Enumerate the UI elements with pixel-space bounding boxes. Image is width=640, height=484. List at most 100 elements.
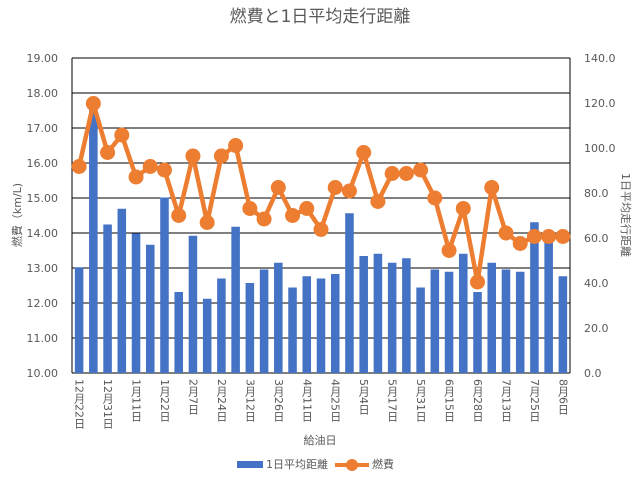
bar [302, 276, 312, 373]
chart-title: 燃費と1日平均走行距離 [230, 7, 411, 27]
bar [444, 271, 454, 373]
x-tick-label: 7月13日 [499, 379, 512, 422]
line-marker [71, 159, 87, 174]
bar [217, 278, 226, 373]
bar [558, 276, 568, 373]
x-tick-label: 3月12日 [243, 379, 256, 422]
x-axis: 12月22日 12月31日 1月11日 1月22日 2月7日 2月24日 3月12日 3月26… [73, 379, 570, 429]
bar [160, 197, 169, 373]
line-marker [512, 236, 528, 251]
x-axis-title: 給油日 [304, 433, 337, 447]
line-marker [541, 229, 557, 244]
line-marker [185, 148, 201, 164]
bar [373, 253, 383, 373]
line-marker [370, 194, 386, 209]
bar [430, 269, 440, 373]
line-marker [441, 243, 457, 258]
x-tick-label: 1月11日 [130, 379, 143, 422]
left-tick-label: 10.00 [27, 367, 59, 380]
line-marker [85, 96, 101, 111]
x-tick-label: 6月15日 [443, 379, 456, 422]
x-tick-label: 3月26日 [272, 379, 285, 422]
line-marker [356, 145, 372, 160]
line-marker [256, 211, 272, 227]
bar [473, 292, 482, 373]
bar [316, 278, 326, 373]
line-marker [470, 274, 486, 290]
right-tick-label: 140.0 [584, 52, 616, 65]
bar [530, 222, 539, 373]
left-tick-label: 11.00 [27, 332, 59, 345]
line-marker [413, 162, 429, 178]
x-tick-label: 2月24日 [215, 379, 228, 422]
bar-series [74, 103, 568, 373]
line-marker [213, 148, 229, 164]
line-marker [484, 180, 500, 195]
line-series [71, 96, 571, 290]
left-tick-label: 18.00 [27, 87, 59, 100]
line-marker [142, 159, 158, 174]
line-marker [171, 208, 187, 223]
left-tick-label: 17.00 [27, 122, 59, 135]
line-marker [100, 145, 116, 160]
line-marker [455, 201, 471, 216]
y-axis-left-title: 燃費（km/L) [10, 183, 24, 247]
right-tick-label: 100.0 [584, 142, 616, 155]
bar [231, 226, 240, 373]
x-tick-label: 4月25日 [329, 379, 342, 422]
x-tick-label: 12月31日 [101, 379, 114, 429]
y-axis-right-title: 1日平均走行距離 [619, 173, 633, 257]
left-tick-label: 19.00 [27, 52, 59, 65]
line-marker [555, 229, 571, 244]
bar [245, 283, 255, 373]
bar [288, 287, 297, 373]
right-axis: 0.0 20.0 40.0 60.0 80.0 100.0 120.0 140.0 [584, 52, 616, 380]
legend-bar-label: 1日平均距離 [266, 457, 328, 471]
line-marker [199, 215, 215, 230]
bar [131, 233, 141, 373]
legend-line-marker [346, 459, 358, 471]
x-tick-label: 6月28日 [471, 379, 484, 422]
right-tick-label: 60.0 [584, 232, 609, 245]
line-marker [128, 169, 144, 185]
bar [487, 262, 497, 373]
x-tick-label: 7月25日 [528, 379, 541, 422]
bar [259, 269, 269, 373]
line-marker [228, 138, 244, 153]
bar [515, 271, 525, 373]
bar [330, 274, 340, 373]
line-marker [156, 162, 172, 178]
line-marker [327, 180, 343, 195]
x-tick-label: 12月22日 [73, 379, 86, 429]
bar [274, 262, 283, 373]
bar [202, 298, 212, 373]
legend-line-label: 燃費 [372, 457, 394, 471]
line-marker [285, 208, 301, 223]
right-tick-label: 0.0 [584, 367, 602, 380]
left-tick-label: 13.00 [27, 262, 59, 275]
bar [387, 262, 397, 373]
line-marker [384, 166, 400, 181]
line-marker [270, 180, 286, 195]
bar [544, 235, 553, 373]
bar [501, 269, 511, 373]
right-tick-label: 20.0 [584, 322, 609, 335]
bar [416, 287, 425, 373]
x-tick-label: 5月31日 [414, 379, 427, 422]
line-marker [114, 127, 130, 143]
bar [103, 224, 112, 373]
bar [145, 244, 155, 373]
right-tick-label: 120.0 [584, 97, 616, 110]
x-tick-label: 4月11日 [300, 379, 313, 422]
line-marker [341, 183, 357, 199]
left-axis: 10.00 11.00 12.00 13.00 14.00 15.00 16.00 17.00… [27, 52, 59, 380]
x-tick-label: 5月4日 [357, 379, 370, 415]
line-marker [427, 190, 443, 206]
bar [117, 208, 127, 373]
right-tick-label: 80.0 [584, 187, 609, 200]
line-marker [526, 229, 542, 244]
x-tick-label: 5月17日 [386, 379, 399, 422]
bar [359, 256, 368, 373]
